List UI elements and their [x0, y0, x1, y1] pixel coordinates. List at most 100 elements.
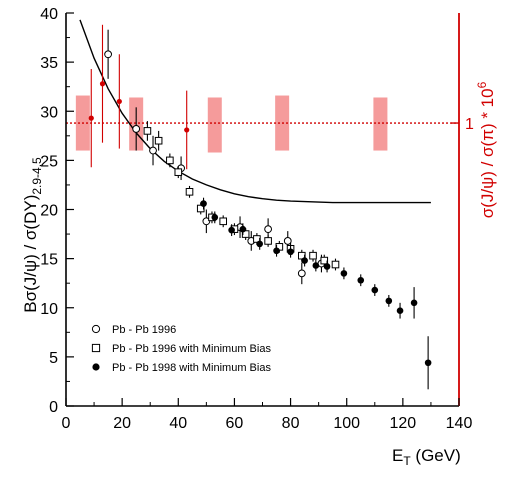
- x-tick-label: 40: [169, 415, 187, 432]
- legend-entry-label: Pb - Pb 1996: [112, 324, 176, 336]
- marker-red-dot: [116, 98, 122, 105]
- legend-marker-filled-circle: [92, 363, 100, 371]
- marker-red-dot: [88, 115, 94, 121]
- x-tick-label: 20: [113, 415, 131, 432]
- point-s1-2: [166, 153, 174, 168]
- legend-marker-open-circle: [91, 324, 101, 334]
- marker-filled-circle: [200, 200, 207, 207]
- x-axis-label: ET (GeV): [392, 446, 461, 468]
- marker-open-square: [219, 217, 227, 226]
- marker-open-square: [185, 188, 194, 196]
- point-s2-4: [256, 237, 263, 250]
- marker-open-circle: [104, 50, 113, 59]
- y-axis-right-label: σ(J/ψ) / σ(π) * 106: [475, 81, 497, 218]
- marker-red-dot: [184, 127, 190, 133]
- point-s1-15: [309, 249, 317, 262]
- marker-open-square: [166, 156, 174, 165]
- marker-filled-circle: [228, 226, 235, 234]
- y-tick-label: 35: [40, 55, 58, 72]
- marker-filled-circle: [410, 299, 418, 307]
- y-tick-label: 20: [40, 203, 58, 220]
- point-s2-9: [323, 260, 331, 273]
- point-s2-1: [211, 211, 219, 224]
- marker-filled-circle: [256, 240, 263, 248]
- point-s2-13: [385, 294, 393, 307]
- marker-open-square: [264, 237, 272, 245]
- marker-open-square: [154, 136, 163, 145]
- marker-filled-circle: [312, 262, 320, 269]
- marker-filled-circle: [371, 286, 379, 294]
- marker-open-circle: [132, 125, 141, 133]
- point-s2-11: [357, 274, 365, 287]
- point-s3-3: [184, 90, 190, 170]
- marker-filled-circle: [385, 297, 393, 305]
- legend-marker-open-square: [91, 343, 101, 353]
- point-s0-9: [297, 262, 306, 285]
- y-tick-label: 10: [40, 301, 58, 318]
- data-points: [88, 24, 432, 390]
- y-right-tick-label: 1: [465, 116, 474, 133]
- point-s2-10: [340, 267, 348, 280]
- point-s1-4: [185, 185, 194, 198]
- point-s1-7: [219, 215, 227, 228]
- point-s3-2: [116, 54, 122, 149]
- x-tick-label: 0: [62, 415, 71, 432]
- marker-open-circle: [283, 237, 292, 245]
- point-s1-0: [143, 121, 152, 141]
- point-s0-2: [149, 135, 157, 166]
- point-s1-3: [174, 166, 183, 179]
- point-s2-7: [301, 254, 308, 267]
- marker-filled-circle: [424, 359, 432, 367]
- point-s3-1: [99, 24, 106, 143]
- point-s2-5: [273, 244, 280, 257]
- point-s0-6: [247, 231, 256, 251]
- point-s3-0: [88, 69, 94, 168]
- legend-entry-label: Pb - Pb 1998 with Minimum Bias: [112, 362, 271, 374]
- x-tick-label: 100: [333, 415, 360, 432]
- axes: 0 20 40 60 80 100 120 140 0 5 10 15 20 25 30 35 40 1: [40, 6, 474, 432]
- point-s2-3: [239, 223, 247, 236]
- systematic-band-2: [207, 97, 222, 153]
- marker-filled-circle: [211, 214, 219, 221]
- y-tick-label: 0: [49, 399, 58, 416]
- marker-red-dot: [99, 81, 106, 87]
- point-s2-6: [287, 245, 294, 258]
- x-tick-label: 140: [446, 415, 473, 432]
- marker-filled-circle: [287, 248, 294, 256]
- x-tick-label: 60: [226, 415, 244, 432]
- point-s1-17: [331, 258, 340, 271]
- marker-open-circle: [297, 269, 306, 278]
- point-s0-1: [132, 107, 141, 151]
- y-tick-label: 30: [40, 104, 58, 121]
- point-s2-2: [228, 224, 235, 237]
- marker-open-square: [331, 260, 340, 269]
- legend-entry-label: Pb - Pb 1996 with Minimum Bias: [112, 343, 271, 355]
- x-tick-label: 80: [282, 415, 300, 432]
- theory-curve: [79, 19, 431, 204]
- y-tick-label: 25: [40, 153, 58, 170]
- marker-filled-circle: [273, 247, 280, 255]
- point-s2-14: [396, 302, 404, 319]
- point-s1-11: [264, 235, 272, 247]
- x-tick-label: 120: [390, 415, 417, 432]
- point-s2-12: [371, 284, 379, 296]
- marker-filled-circle: [323, 263, 331, 270]
- point-s2-15: [410, 287, 418, 319]
- marker-filled-circle: [239, 225, 247, 233]
- point-s2-0: [200, 197, 207, 210]
- point-s0-4: [202, 209, 211, 234]
- point-s2-16: [424, 336, 432, 390]
- marker-open-circle: [149, 146, 157, 155]
- marker-open-square: [309, 251, 317, 260]
- y-axis-left-label: Bσ(J/ψ) / σ(DY)2.9-4.5: [21, 157, 44, 313]
- marker-filled-circle: [357, 276, 365, 284]
- legend: Pb - Pb 1996 Pb - Pb 1996 with Minimum Bi…: [91, 324, 271, 374]
- marker-filled-circle: [340, 270, 348, 277]
- marker-filled-circle: [396, 307, 404, 314]
- marker-filled-circle: [301, 257, 308, 264]
- marker-open-circle: [202, 217, 211, 226]
- y-tick-label: 15: [40, 252, 58, 269]
- point-s0-0: [104, 29, 113, 79]
- point-s1-1: [154, 130, 163, 151]
